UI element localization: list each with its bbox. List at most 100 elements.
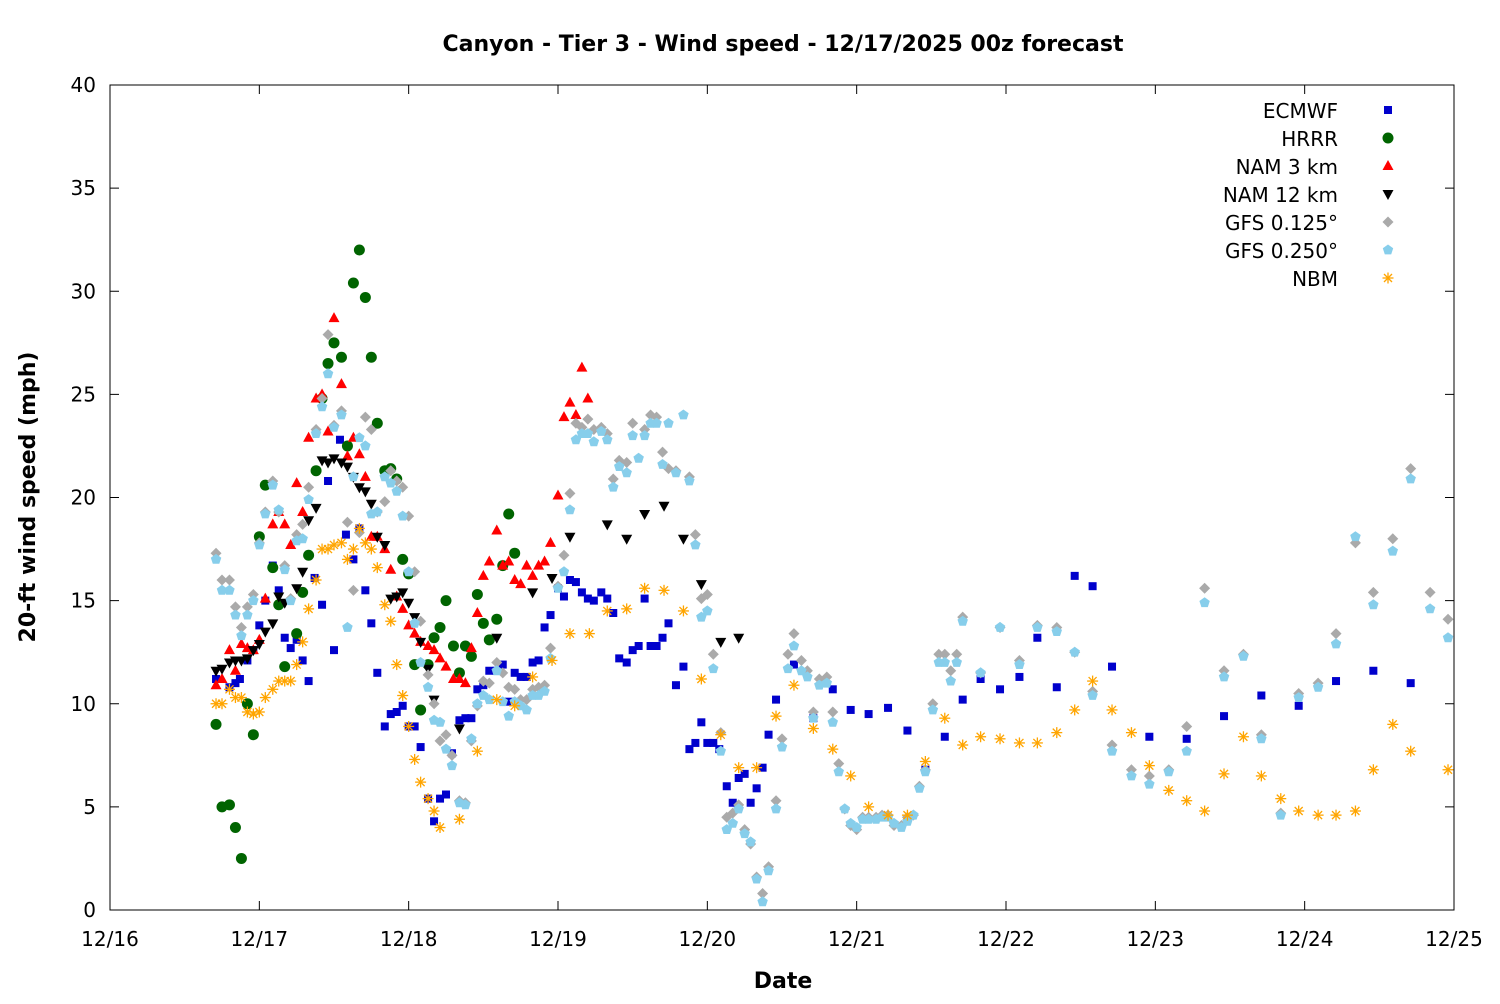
- point-nam-12-km: [216, 664, 228, 675]
- point-gfs-0-125: [657, 446, 669, 458]
- point-gfs-0-250: [1014, 659, 1025, 669]
- point-gfs-0-125: [582, 413, 594, 425]
- asterisk-stroke: [492, 695, 502, 705]
- point-gfs-0-125: [216, 574, 228, 586]
- point-gfs-0-250: [733, 803, 744, 814]
- asterisk-stroke: [429, 806, 439, 816]
- point-hrrr: [415, 704, 427, 716]
- asterisk-stroke: [410, 754, 420, 764]
- legend-label-ecmwf: ECMWF: [1263, 99, 1338, 123]
- series-nbm: [210, 522, 1454, 833]
- asterisk-stroke: [260, 693, 270, 703]
- point-nbm: [1218, 768, 1230, 780]
- point-ecmwf: [634, 642, 643, 650]
- point-gfs-0-250: [739, 828, 750, 839]
- point-nam-3-km: [515, 578, 527, 589]
- point-nam-3-km: [570, 409, 582, 419]
- point-nbm: [285, 675, 297, 687]
- point-nam-12-km: [385, 594, 397, 605]
- y-tick-label: 15: [71, 589, 96, 613]
- asterisk-stroke: [734, 763, 744, 773]
- point-gfs-0-250: [614, 461, 625, 471]
- point-gfs-0-250: [657, 459, 668, 469]
- point-ecmwf: [571, 578, 580, 587]
- asterisk-stroke: [286, 676, 296, 686]
- point-hrrr: [428, 632, 440, 644]
- point-gfs-0-250: [702, 605, 713, 616]
- point-nam-12-km: [235, 656, 247, 667]
- point-nam-12-km: [639, 510, 651, 520]
- point-hrrr: [503, 508, 515, 520]
- x-tick-label: 12/25: [1425, 927, 1483, 951]
- point-nbm: [994, 733, 1006, 745]
- point-hrrr: [359, 291, 371, 303]
- asterisk-stroke: [348, 544, 358, 554]
- point-nbm: [291, 659, 303, 671]
- point-gfs-0-250: [1424, 603, 1436, 614]
- point-nbm: [1181, 795, 1193, 807]
- point-hrrr: [291, 628, 303, 640]
- point-nam-3-km: [223, 644, 235, 655]
- point-gfs-0-250: [596, 426, 607, 436]
- point-gfs-0-250: [763, 865, 774, 876]
- point-nbm: [223, 683, 235, 695]
- point-nam-12-km: [415, 637, 427, 648]
- point-nbm: [235, 692, 247, 704]
- point-nam-12-km: [241, 654, 253, 665]
- point-gfs-0-250: [503, 710, 514, 721]
- point-nbm: [1349, 805, 1361, 817]
- point-nbm: [601, 605, 613, 617]
- asterisk-stroke: [304, 604, 314, 614]
- point-nam-12-km: [379, 540, 391, 551]
- point-ecmwf: [903, 726, 912, 735]
- legend-label-gfs-0-250: GFS 0.250°: [1225, 239, 1338, 263]
- point-nam-12-km: [253, 639, 265, 650]
- asterisk-stroke: [1126, 728, 1136, 738]
- point-nam-3-km: [497, 559, 509, 570]
- point-gfs-0-250: [403, 566, 414, 577]
- point-nbm: [1442, 764, 1454, 776]
- asterisk-stroke: [920, 757, 930, 766]
- x-axis-label: Date: [754, 969, 813, 994]
- point-nbm: [303, 603, 315, 615]
- y-tick-label: 25: [71, 382, 96, 406]
- legend-marker-gfs-0-125: [1382, 216, 1394, 228]
- point-ecmwf: [597, 588, 606, 597]
- asterisk-stroke: [1070, 705, 1080, 715]
- point-nam-12-km: [491, 633, 503, 644]
- point-gfs-0-125: [951, 648, 963, 660]
- point-gfs-0-250: [415, 657, 426, 667]
- asterisk-stroke: [808, 724, 818, 733]
- point-nbm: [428, 805, 440, 817]
- y-tick-label: 0: [83, 898, 96, 922]
- point-gfs-0-250: [670, 467, 682, 478]
- point-ecmwf: [789, 660, 798, 669]
- point-gfs-0-125: [939, 648, 951, 660]
- point-ecmwf: [1220, 712, 1229, 721]
- point-nbm: [1387, 718, 1399, 730]
- point-ecmwf: [361, 586, 370, 595]
- point-gfs-0-250: [1106, 745, 1118, 756]
- legend-label-nam-12-km: NAM 12 km: [1223, 183, 1338, 207]
- point-nam-3-km: [509, 574, 521, 584]
- point-nam-3-km: [545, 536, 557, 547]
- point-nam-3-km: [582, 392, 594, 403]
- asterisk-stroke: [828, 744, 838, 754]
- point-gfs-0-250: [1126, 770, 1137, 781]
- point-gfs-0-125: [316, 393, 328, 404]
- point-gfs-0-125: [491, 657, 503, 668]
- asterisk-stroke: [1182, 796, 1192, 806]
- point-hrrr: [322, 357, 334, 369]
- point-nam-12-km: [259, 627, 271, 638]
- asterisk-stroke: [565, 629, 575, 639]
- point-hrrr: [365, 351, 377, 363]
- point-gfs-0-125: [303, 481, 315, 493]
- point-gfs-0-125: [385, 465, 397, 477]
- point-gfs-0-250: [1163, 766, 1174, 777]
- point-ecmwf: [589, 596, 598, 605]
- point-gfs-0-250: [316, 401, 328, 412]
- point-gfs-0-250: [539, 685, 550, 696]
- point-nam-3-km: [576, 361, 588, 372]
- point-nbm: [788, 679, 800, 691]
- point-nam-3-km: [440, 660, 452, 671]
